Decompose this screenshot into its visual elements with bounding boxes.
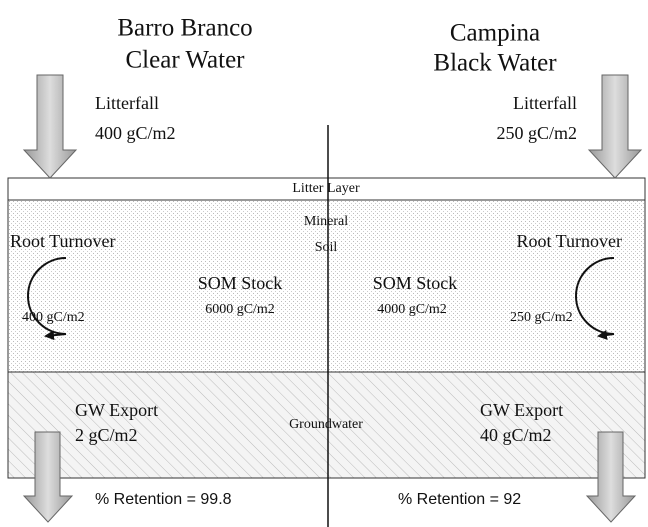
som-label: SOM Stock	[198, 273, 283, 293]
site-name: Campina	[450, 20, 540, 47]
som-value: 6000 gC/m2	[205, 302, 275, 317]
root-label: Root Turnover	[516, 231, 622, 251]
layer-label: Mineral	[304, 214, 348, 229]
layer-label: Soil	[315, 240, 338, 255]
gw-value: 2 gC/m2	[75, 425, 138, 445]
gw-label: GW Export	[75, 400, 158, 420]
water-type: Clear Water	[126, 47, 246, 74]
gw-label: GW Export	[480, 400, 563, 420]
mineral-soil-layer	[7, 199, 646, 373]
export-arrow	[585, 431, 637, 523]
site-name: Barro Branco	[117, 15, 252, 42]
gw-value: 40 gC/m2	[480, 425, 552, 445]
litterfall-arrow	[587, 74, 643, 179]
groundwater-layer	[7, 371, 646, 479]
litter-layer	[7, 177, 646, 201]
litterfall-label: Litterfall	[95, 93, 159, 113]
root-cycle-arrow	[575, 257, 615, 340]
root-value: 250 gC/m2	[510, 310, 573, 325]
root-cycle-arrow	[27, 257, 67, 341]
export-arrow	[22, 431, 74, 523]
litterfall-value: 400 gC/m2	[95, 123, 176, 143]
water-type: Black Water	[433, 50, 557, 77]
layer-label: Litter Layer	[292, 181, 360, 196]
retention: % Retention = 92	[398, 491, 521, 508]
litterfall-label: Litterfall	[513, 93, 577, 113]
litterfall-value: 250 gC/m2	[496, 123, 577, 143]
litterfall-arrow	[22, 74, 78, 179]
som-label: SOM Stock	[373, 273, 458, 293]
retention: % Retention = 99.8	[95, 491, 232, 508]
som-value: 4000 gC/m2	[377, 302, 447, 317]
root-value: 400 gC/m2	[22, 310, 85, 325]
root-label: Root Turnover	[10, 231, 116, 251]
layer-label: Groundwater	[289, 417, 363, 432]
